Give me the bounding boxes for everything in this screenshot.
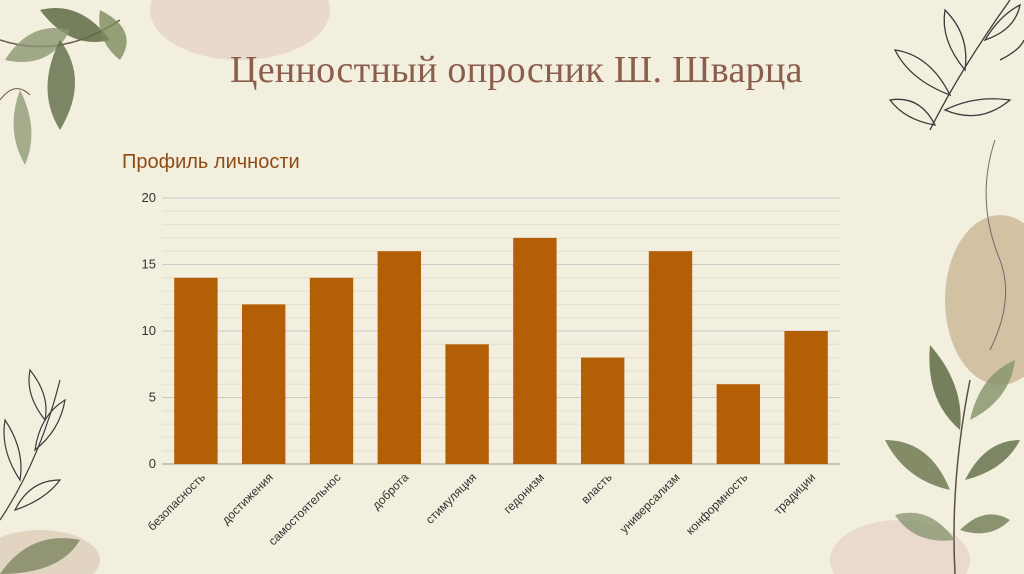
bar-9 — [784, 331, 828, 464]
y-tick-label: 5 — [149, 390, 156, 405]
chart-title: Профиль личности — [122, 151, 300, 173]
bar-2 — [309, 277, 354, 464]
x-category-label: универсализм — [617, 470, 683, 536]
y-tick-label: 0 — [149, 456, 156, 471]
x-category-label: конформность — [683, 470, 750, 537]
bars — [174, 237, 828, 464]
bar-8 — [716, 384, 760, 464]
x-category-label: доброта — [369, 470, 411, 512]
bar-5 — [513, 237, 557, 464]
slide-title: Ценностный опросник Ш. Шварца — [230, 49, 803, 91]
x-category-label: безопасность — [145, 470, 208, 533]
y-tick-label: 15 — [142, 257, 156, 272]
bar-7 — [648, 251, 693, 464]
pink-blob-top — [150, 0, 330, 60]
line-leaves-bottom-left — [0, 368, 66, 521]
y-axis-ticks: 0 5 10 15 20 — [142, 190, 156, 471]
leaves-bottom-right — [885, 345, 1020, 574]
tan-blob-right — [945, 215, 1024, 385]
x-category-label: достижения — [219, 470, 276, 527]
x-category-label: власть — [578, 470, 614, 506]
bar-3 — [377, 251, 421, 464]
leaves-top-left — [0, 8, 127, 165]
y-tick-label: 10 — [142, 323, 156, 338]
x-category-label: стимуляция — [423, 470, 480, 527]
bar-6 — [581, 357, 625, 464]
x-category-label: традиции — [771, 470, 818, 517]
y-tick-label: 20 — [142, 190, 156, 205]
bar-0 — [174, 277, 218, 464]
bar-1 — [242, 304, 286, 464]
line-leaves-top-right — [888, 0, 1024, 131]
x-category-label: самостоятельнос — [266, 470, 344, 548]
vine-line-right — [985, 139, 1007, 351]
leaves-bottom-left — [0, 538, 80, 574]
bar-4 — [445, 344, 489, 464]
x-category-label: гедонизм — [501, 470, 547, 516]
